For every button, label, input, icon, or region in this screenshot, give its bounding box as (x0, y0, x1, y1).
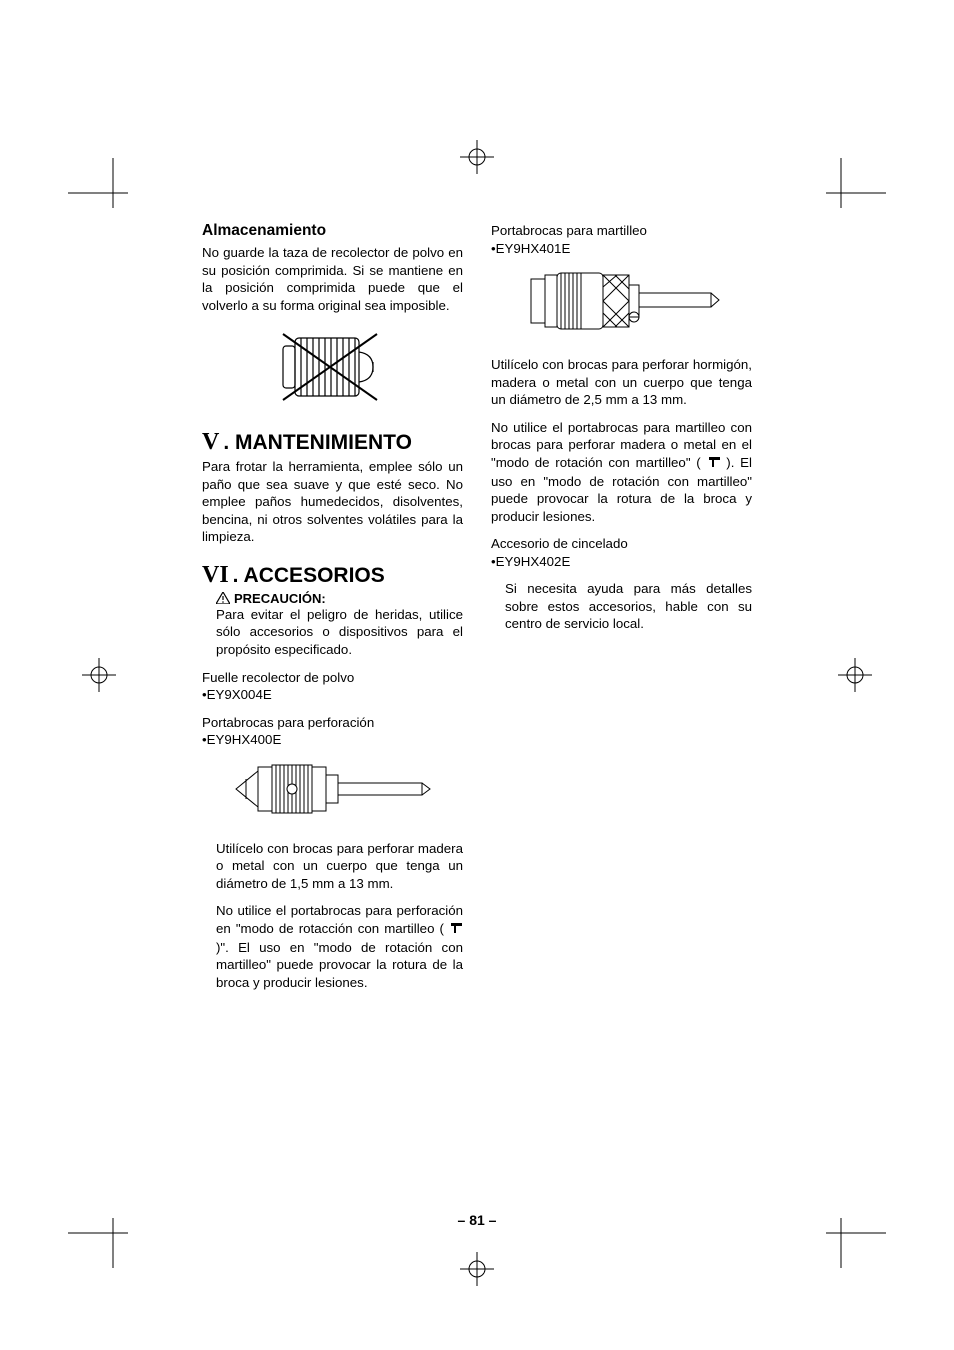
roman-v: V (202, 429, 219, 456)
chuck-2-usage: Utilícelo con brocas para perforar hormi… (491, 356, 752, 409)
registration-mark-top (460, 140, 494, 174)
page-number: – 81 – (458, 1212, 497, 1228)
accessory-1-code: •EY9X004E (202, 686, 463, 704)
crop-mark-br (826, 1218, 886, 1268)
chuck-1-warning: No utilice el portabrocas para per­forac… (216, 902, 463, 991)
drill-chuck-illustration (202, 757, 463, 826)
roman-vi: VI (202, 562, 229, 589)
dust-cup-crossed-illustration (202, 324, 463, 415)
warning-triangle-icon (216, 592, 230, 604)
left-column: Almacenamiento No guarde la taza de reco… (202, 222, 463, 1001)
registration-mark-left (82, 658, 116, 692)
crop-mark-bl (68, 1218, 128, 1268)
right-column: Portabrocas para martilleo •EY9HX401E (491, 222, 752, 1001)
section-6-heading: VI . ACCESORIOS (202, 562, 463, 589)
accessory-1-name: Fuelle recolector de polvo (202, 669, 463, 687)
page-body: Almacenamiento No guarde la taza de reco… (202, 222, 752, 1001)
accessory-3-code: •EY9HX401E (491, 240, 752, 258)
chuck-2-warning: No utilice el portabrocas para marti­lle… (491, 419, 752, 525)
crop-mark-tr (826, 158, 886, 208)
chuck-1-usage: Utilícelo con brocas para perforar mader… (216, 840, 463, 893)
registration-mark-bottom (460, 1252, 494, 1286)
section-6-title: . ACCESORIOS (233, 564, 385, 588)
accessory-4-code: •EY9HX402E (491, 553, 752, 571)
help-body: Si necesita ayuda para más deta­lles sob… (505, 580, 752, 633)
section-5-body: Para frotar la herramienta, emplee sólo … (202, 458, 463, 546)
accessory-2-code: •EY9HX400E (202, 731, 463, 749)
section-5-title: . MANTENIMIENTO (223, 431, 412, 455)
accessory-2-name: Portabrocas para perforación (202, 714, 463, 732)
accessory-4-name: Accesorio de cincelado (491, 535, 752, 553)
registration-mark-right (838, 658, 872, 692)
hammer-mode-icon (707, 454, 721, 473)
storage-heading: Almacenamiento (202, 222, 463, 240)
crop-mark-tl (68, 158, 128, 208)
storage-body: No guarde la taza de recolector de polvo… (202, 244, 463, 314)
caution-line: PRECAUCIÓN: (216, 591, 463, 606)
accessory-3-name: Portabrocas para martilleo (491, 222, 752, 240)
caution-body: Para evitar el peligro de heridas, utili… (216, 606, 463, 659)
hammer-chuck-illustration (491, 265, 752, 342)
section-5-heading: V . MANTENIMIENTO (202, 429, 463, 456)
caution-label: PRECAUCIÓN: (234, 591, 326, 606)
hammer-mode-icon (449, 920, 463, 939)
